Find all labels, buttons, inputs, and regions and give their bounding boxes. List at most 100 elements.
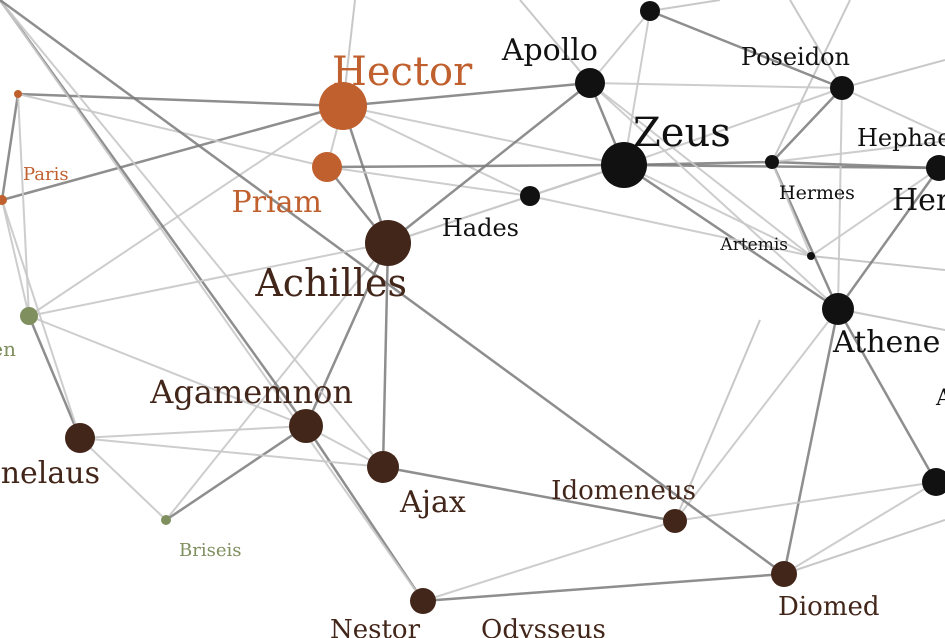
label-idomeneus: Idomeneus <box>551 476 696 506</box>
node-apollo[interactable] <box>575 68 605 98</box>
label-poseidon: Poseidon <box>741 43 850 71</box>
edge-artemis-hera <box>810 167 940 257</box>
node-athene[interactable] <box>822 293 854 325</box>
edge-zeus-artemis <box>623 164 812 257</box>
edge-athene-idomeneus <box>674 308 839 522</box>
node-agamemnon[interactable] <box>289 409 323 443</box>
edge-hector-paris_low <box>1 104 344 202</box>
label-zeus: Zeus <box>633 110 731 156</box>
node-briseis[interactable] <box>161 515 171 525</box>
node-hera[interactable] <box>926 155 945 181</box>
node-zeus[interactable] <box>601 142 647 188</box>
edge-helen-achilles <box>28 242 389 317</box>
edge-paris_top-helen <box>17 93 30 317</box>
edge-zeus-athene <box>623 163 839 311</box>
edge-hector-zeus <box>342 105 625 166</box>
edge-achilles-ajax <box>381 242 390 468</box>
edge-hector-achilles <box>341 105 390 244</box>
edge-poseidon-hermes <box>771 87 843 163</box>
edge-hector-apollo <box>342 81 591 108</box>
edge-achilles-briseis <box>165 242 389 521</box>
edge-agamemnon-menelaus <box>79 425 307 439</box>
node-poseidon[interactable] <box>830 76 854 100</box>
node-layer <box>0 1 945 614</box>
edge-hector-paris_top <box>17 92 344 108</box>
edge-agamemnon-helen <box>28 315 307 427</box>
edge-topnode-poseidon <box>649 9 843 90</box>
edge-paris_top-paris_low <box>0 93 20 201</box>
label-hades: Hades <box>442 214 519 242</box>
edge-layer <box>0 0 945 603</box>
edge-athene-hera <box>836 167 941 310</box>
edge-hector-hades <box>342 105 531 197</box>
edge-priam-paris_top <box>17 93 328 168</box>
edge-offcanvas-3 <box>771 0 851 163</box>
label-nestor: Nestor <box>330 615 421 638</box>
edge-hermes-artemis <box>771 161 812 257</box>
edge-offcanvas-9 <box>783 519 945 575</box>
edge-hermes-hera <box>771 160 940 170</box>
label-hera: Her <box>892 183 945 218</box>
edge-offcanvas-4 <box>841 59 945 89</box>
edge-apollo-topnode <box>589 10 651 84</box>
edge-poseidon-hephaestus <box>841 87 945 137</box>
node-menelaus[interactable] <box>65 423 95 453</box>
edge-nestor-odysseus <box>0 0 424 602</box>
edge-idomeneus-nestor <box>422 520 676 602</box>
edge-athene-diomed <box>782 308 840 575</box>
edge-hector-helen <box>28 105 344 317</box>
node-artemis[interactable] <box>807 252 815 260</box>
node-rightnode[interactable] <box>922 468 945 496</box>
edge-nestor-diomed <box>422 572 785 603</box>
label-hephaestus: Hephaes <box>857 124 945 152</box>
node-topnode[interactable] <box>640 1 660 21</box>
edge-offcanvas-7 <box>649 0 721 12</box>
node-ajax[interactable] <box>367 451 399 483</box>
label-priam: Priam <box>232 185 322 220</box>
node-nestor[interactable] <box>410 588 436 614</box>
edge-athene-rightnode <box>836 308 938 483</box>
edge-menelaus-paris_low <box>1 199 81 439</box>
label-briseis: Briseis <box>179 540 241 561</box>
edge-apollo-artemis <box>589 82 812 257</box>
node-helen[interactable] <box>20 307 38 325</box>
edge-menelaus-ajax <box>79 437 384 468</box>
edge-odysseus-diomed <box>0 0 785 576</box>
edge-zeus-topnode <box>623 10 651 166</box>
node-idomeneus[interactable] <box>663 509 687 533</box>
edge-apollo-poseidon <box>589 82 843 89</box>
node-paris_low[interactable] <box>0 195 7 205</box>
label-menelaus: enelaus <box>0 456 100 491</box>
label-helen: en <box>0 337 16 361</box>
edge-diomed-rightnode <box>783 481 937 575</box>
edge-offcanvas-5 <box>837 308 945 331</box>
node-achilles[interactable] <box>365 220 411 266</box>
edge-poseidon-athene <box>837 87 843 310</box>
edge-agamemnon-briseis <box>165 424 307 522</box>
node-hermes[interactable] <box>765 155 779 169</box>
label-odysseus: Odysseus <box>481 615 606 638</box>
node-diomed[interactable] <box>771 561 797 587</box>
edge-idomeneus-rightnode <box>674 481 937 522</box>
label-hector: Hector <box>332 49 473 95</box>
label-athene: Athene <box>832 325 940 360</box>
label-offright_a: A <box>935 386 945 411</box>
edge-offcanvas-6 <box>810 255 945 271</box>
label-artemis: Artemis <box>719 235 788 255</box>
edge-menelaus-briseis <box>79 437 167 521</box>
node-priam[interactable] <box>312 152 342 182</box>
edge-achilles-apollo <box>387 82 591 244</box>
edge-ajax-odysseus <box>0 0 384 468</box>
edge-ajax-idomeneus <box>382 465 676 523</box>
label-apollo: Apollo <box>501 33 598 68</box>
edge-zeus-poseidon <box>623 87 843 166</box>
node-hades[interactable] <box>520 186 540 206</box>
label-layer: Hector Priam Paris en Briseis Achilles Agamemn… <box>0 33 945 638</box>
label-paris: Paris <box>23 164 69 185</box>
node-paris_top[interactable] <box>14 90 22 98</box>
edge-paris_low-helen <box>1 199 30 317</box>
edge-priam-hades <box>326 166 531 197</box>
node-hector[interactable] <box>319 82 367 130</box>
label-hermes: Hermes <box>779 182 855 204</box>
label-ajax: Ajax <box>399 485 466 520</box>
